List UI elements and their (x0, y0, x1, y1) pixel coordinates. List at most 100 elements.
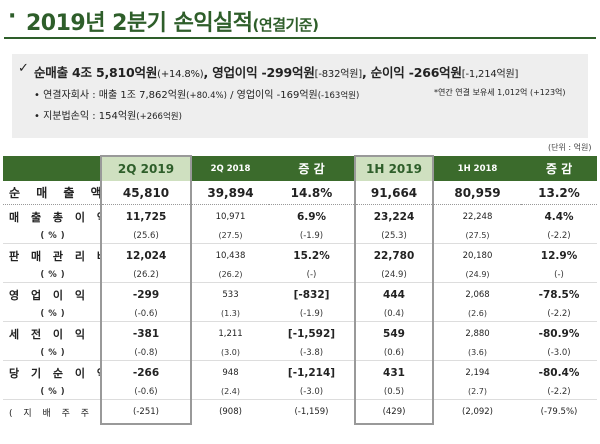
row-label: 세 전 이 익 (3, 321, 101, 345)
cell: (-1.9) (299, 230, 324, 241)
cell: -80.4% (521, 360, 597, 384)
cell: (-251) (100, 399, 192, 425)
cell: [-832] (269, 282, 355, 306)
cell: 4.4% (544, 210, 574, 223)
cell: (0.5) (354, 384, 434, 400)
cell: [-1,592] (269, 321, 355, 345)
header-1h-2019: 1H 2019 (354, 155, 434, 181)
summary-sales: 순매출 4조 5,810억원 (34, 65, 158, 80)
header-2q-2019: 2Q 2019 (100, 155, 192, 181)
cell: -80.9% (521, 321, 597, 345)
table-row: 영 업 이 익 -299 533 [-832] 444 2,068 -78.5% (3, 282, 597, 306)
cell: (-3.8) (299, 347, 324, 358)
cell: [-1,214] (269, 360, 355, 384)
unit-label: (단위 : 억원) (548, 143, 592, 152)
pct-label: (%) (40, 230, 69, 241)
cell: (-2.2) (547, 230, 571, 241)
cell: (2.6) (468, 309, 487, 318)
summary-sales-change: (+14.8%) (157, 69, 204, 80)
row-label: ( 지 배 주 주 ) (3, 399, 101, 424)
summary-net-income: , 순이익 -266억원 (361, 65, 462, 80)
page-title: 2019년 2분기 손익실적(연결기준) (26, 5, 319, 37)
pct-label: (%) (40, 269, 69, 280)
table-row-pct: (%) (26.2) (26.2) (-) (24.9) (24.9) (-) (3, 267, 597, 283)
title-bullet: · (8, 4, 17, 29)
cell: -78.5% (521, 282, 597, 306)
cell: (25.6) (100, 228, 192, 244)
title-underline (4, 37, 596, 39)
cell: 11,725 (100, 204, 192, 228)
cell: (-) (554, 269, 564, 280)
cell: 22,780 (354, 243, 434, 267)
cell: (0.4) (354, 306, 434, 322)
cell: (2.4) (221, 387, 240, 396)
cell: 14.8% (269, 181, 355, 205)
cell: (26.2) (218, 270, 243, 279)
cell: 10,438 (191, 243, 269, 267)
summary-net-income-change: [-1,214억원] (461, 69, 519, 80)
cell: 431 (354, 360, 434, 384)
cell: 549 (354, 321, 434, 345)
table-header-row: 2Q 2019 2Q 2018 증 감 1H 2019 1H 2018 증 감 (3, 155, 597, 181)
cell: (2.7) (468, 387, 487, 396)
table-row: ( 지 배 주 주 ) (-251) (908) (-1,159) (429) … (3, 399, 597, 425)
cell: 6.9% (296, 210, 327, 223)
cell: (-1.9) (299, 308, 324, 319)
table-row: 매 출 총 이 익 11,725 10,971 6.9% 23,224 22,2… (3, 204, 597, 228)
cell: -299 (100, 282, 192, 306)
row-label: 영 업 이 익 (3, 282, 101, 306)
pct-label: (%) (40, 347, 69, 358)
cell: (-0.6) (100, 306, 192, 322)
cell: (1.3) (221, 309, 240, 318)
pct-label: (%) (40, 386, 69, 397)
cell: (-2.2) (547, 308, 571, 319)
subsidiary-op-income-change: (-163억원) (317, 91, 360, 101)
summary-subsidiaries: • 연결자회사 : 매출 1조 7,862억원(+80.4%) / 영업이익 -… (34, 86, 359, 101)
check-icon: ✓ (18, 61, 29, 76)
cell: (429) (354, 399, 434, 425)
equity-method-change: (+266억원) (136, 112, 182, 122)
row-label: 순 매 출 액 (3, 181, 101, 205)
table-row: 당 기 순 이 익 -266 948 [-1,214] 431 2,194 -8… (3, 360, 597, 384)
cell: 15.2% (269, 243, 355, 267)
cell: (908) (191, 399, 269, 424)
cell: (26.2) (100, 267, 192, 283)
cell: 2,880 (433, 321, 521, 345)
cell: 1,211 (191, 321, 269, 345)
summary-equity-method: • 지분법손익 : 154억원(+266억원) (34, 107, 182, 122)
income-table: 2Q 2019 2Q 2018 증 감 1H 2019 1H 2018 증 감 … (3, 155, 597, 425)
cell: 13.2% (521, 181, 597, 205)
header-h-change: 증 감 (521, 156, 597, 181)
table-row-pct: (%) (-0.6) (2.4) (-3.0) (0.5) (2.7) (-2.… (3, 384, 597, 400)
table-row: 순 매 출 액 45,810 39,894 14.8% 91,664 80,95… (3, 181, 597, 205)
cell: 20,180 (433, 243, 521, 267)
subsidiary-sales-change: (+80.4%) (186, 91, 227, 101)
cell: (3.0) (221, 348, 240, 357)
row-label: 매 출 총 이 익 (9, 210, 101, 224)
cell: (24.9) (354, 267, 434, 283)
cell: 12,024 (100, 243, 192, 267)
summary-op-income-change: [-832억원] (314, 69, 363, 80)
cell: (-3.0) (547, 347, 571, 358)
cell: 948 (191, 360, 269, 384)
cell: (-) (306, 269, 317, 280)
cell: 23,224 (354, 204, 434, 228)
cell: (27.5) (465, 231, 490, 240)
cell: (24.9) (465, 270, 490, 279)
header-2q-2018: 2Q 2018 (191, 156, 269, 181)
cell: (-3.0) (299, 386, 324, 397)
header-blank (3, 156, 101, 181)
cell: 2,068 (433, 282, 521, 306)
table-row: 세 전 이 익 -381 1,211 [-1,592] 549 2,880 -8… (3, 321, 597, 345)
cell: -266 (100, 360, 192, 384)
pct-label: (%) (40, 308, 69, 319)
cell: 533 (191, 282, 269, 306)
cell: 91,664 (354, 181, 434, 205)
cell: 39,894 (191, 181, 269, 205)
equity-method-value: • 지분법손익 : 154억원 (34, 111, 137, 122)
table-row-pct: (%) (-0.8) (3.0) (-3.8) (0.6) (3.6) (-3.… (3, 345, 597, 361)
cell: 444 (354, 282, 434, 306)
cell: -381 (100, 321, 192, 345)
header-q-change: 증 감 (269, 156, 355, 181)
cell: (-79.5%) (521, 399, 597, 424)
